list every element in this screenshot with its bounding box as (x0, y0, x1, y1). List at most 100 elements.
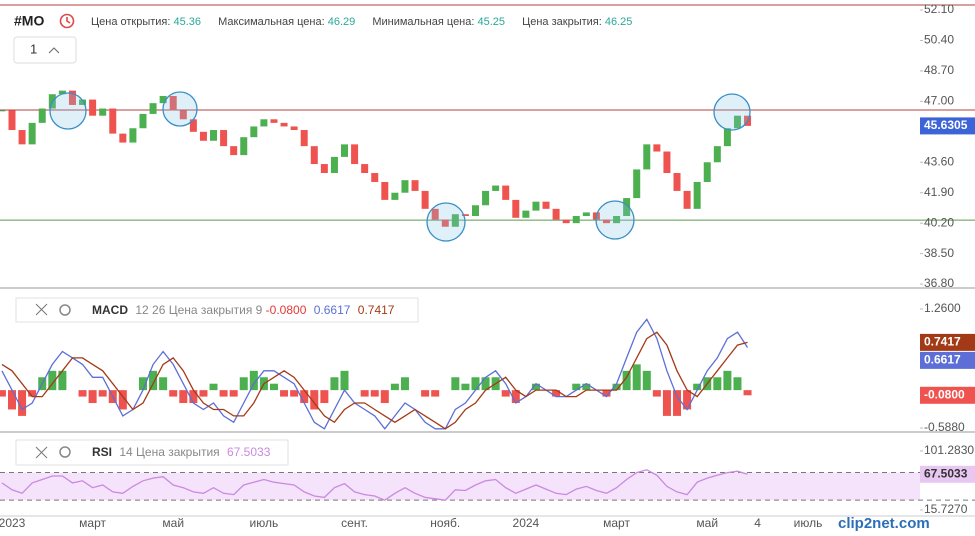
close-icon[interactable] (35, 303, 48, 316)
y-tick-label: 47.00 (924, 94, 954, 108)
histogram-bar (18, 390, 27, 416)
x-tick-label: 2023 (0, 516, 26, 530)
rsi-line (1, 469, 748, 501)
histogram-bar (612, 383, 621, 391)
interval: 1 (30, 41, 37, 56)
field-value: 46.25 (605, 16, 633, 28)
y-tick-label: 36.80 (924, 276, 954, 290)
candle (250, 126, 258, 138)
rsi-band (0, 472, 920, 501)
histogram-bar (340, 370, 349, 391)
price-tag (920, 465, 975, 483)
histogram-bar (390, 383, 399, 391)
histogram-bar (159, 377, 168, 391)
candle (542, 201, 550, 209)
histogram-bar (471, 377, 480, 391)
candle (441, 219, 449, 227)
indicator-name: MACD (92, 303, 128, 317)
close-icon[interactable] (35, 446, 48, 459)
candle (361, 164, 369, 174)
histogram-bar (733, 377, 742, 391)
histogram-bar (370, 390, 379, 397)
candle (522, 210, 530, 218)
candle (179, 110, 187, 120)
clock-icon[interactable] (59, 13, 75, 29)
y-tick-label: 50.40 (924, 33, 954, 47)
settings-icon[interactable] (59, 304, 71, 316)
settings-icon[interactable] (59, 446, 71, 458)
histogram-bar (572, 383, 581, 391)
candle (169, 96, 177, 111)
histogram-bar (58, 370, 67, 391)
candle (210, 130, 218, 141)
candle (512, 199, 520, 218)
candle (199, 131, 207, 141)
candle (68, 90, 76, 105)
indicator-params: 12 26 Цена закрытия 9 (135, 303, 262, 317)
header-fields: Цена открытия: 45.36 Максимальная цена: … (91, 16, 632, 28)
candle (492, 185, 500, 191)
field-label: Минимальная цена: (372, 16, 474, 28)
plot-area (0, 4, 975, 501)
x-tick-label: июль (794, 516, 823, 530)
histogram-bar (310, 390, 319, 410)
histogram-bar (552, 390, 561, 397)
rsi-value: 67.5033 (227, 445, 271, 459)
interval-box[interactable] (13, 36, 77, 64)
candle (109, 108, 117, 134)
candle (391, 192, 399, 200)
candle (411, 180, 419, 191)
histogram-bar (88, 390, 97, 404)
candle (351, 144, 359, 165)
histogram-bar (400, 377, 409, 391)
histogram-bar (0, 390, 6, 397)
histogram-bar (219, 390, 228, 397)
histogram-bar (723, 370, 732, 391)
watermark: clip2net.com (838, 515, 930, 532)
x-tick-label: март (603, 516, 630, 530)
candle (280, 122, 288, 127)
histogram-bar (431, 390, 440, 397)
histogram-bar (683, 390, 692, 410)
candle (99, 108, 107, 116)
price-tag-label: 67.5033 (924, 466, 968, 480)
histogram-bar (642, 370, 651, 391)
candle (673, 173, 681, 191)
indicator-params: 14 Цена закрытия (119, 445, 219, 459)
circle (595, 200, 635, 240)
histogram-bar (48, 370, 57, 391)
field-label: Цена закрытия: (522, 16, 602, 28)
candle (613, 216, 621, 224)
y-tick-label: 1.2600 (924, 301, 961, 315)
candle (129, 128, 137, 143)
candle (0, 110, 6, 112)
y-tick-label: 43.60 (924, 154, 954, 168)
rsi-legend (15, 439, 289, 466)
field-value: 45.36 (174, 16, 202, 28)
candle (58, 90, 66, 95)
x-tick-label: май (162, 516, 184, 530)
collapse-icon[interactable] (48, 47, 60, 54)
x-tick-label: 2024 (513, 516, 540, 530)
histogram-bar (481, 377, 490, 391)
circle (426, 202, 466, 242)
candle (28, 122, 36, 145)
field-value: 46.29 (328, 16, 356, 28)
price-tag (920, 351, 975, 369)
candle (149, 103, 157, 114)
histogram-bar (743, 390, 752, 396)
candle (371, 173, 379, 182)
candle (38, 108, 46, 123)
price-tag-label: 0.6617 (924, 353, 961, 367)
y-tick-label: 38.50 (924, 246, 954, 260)
candle (713, 146, 721, 163)
y-tick-label: 48.70 (924, 63, 954, 77)
histogram-bar (249, 370, 258, 391)
candle (643, 144, 651, 170)
y-tick-label: 101.2830 (924, 443, 974, 457)
signal-value: 0.7417 (358, 303, 395, 317)
candle (401, 180, 409, 193)
candle (79, 99, 87, 105)
histogram-bar (229, 390, 238, 397)
macd-value: 0.6617 (314, 303, 351, 317)
